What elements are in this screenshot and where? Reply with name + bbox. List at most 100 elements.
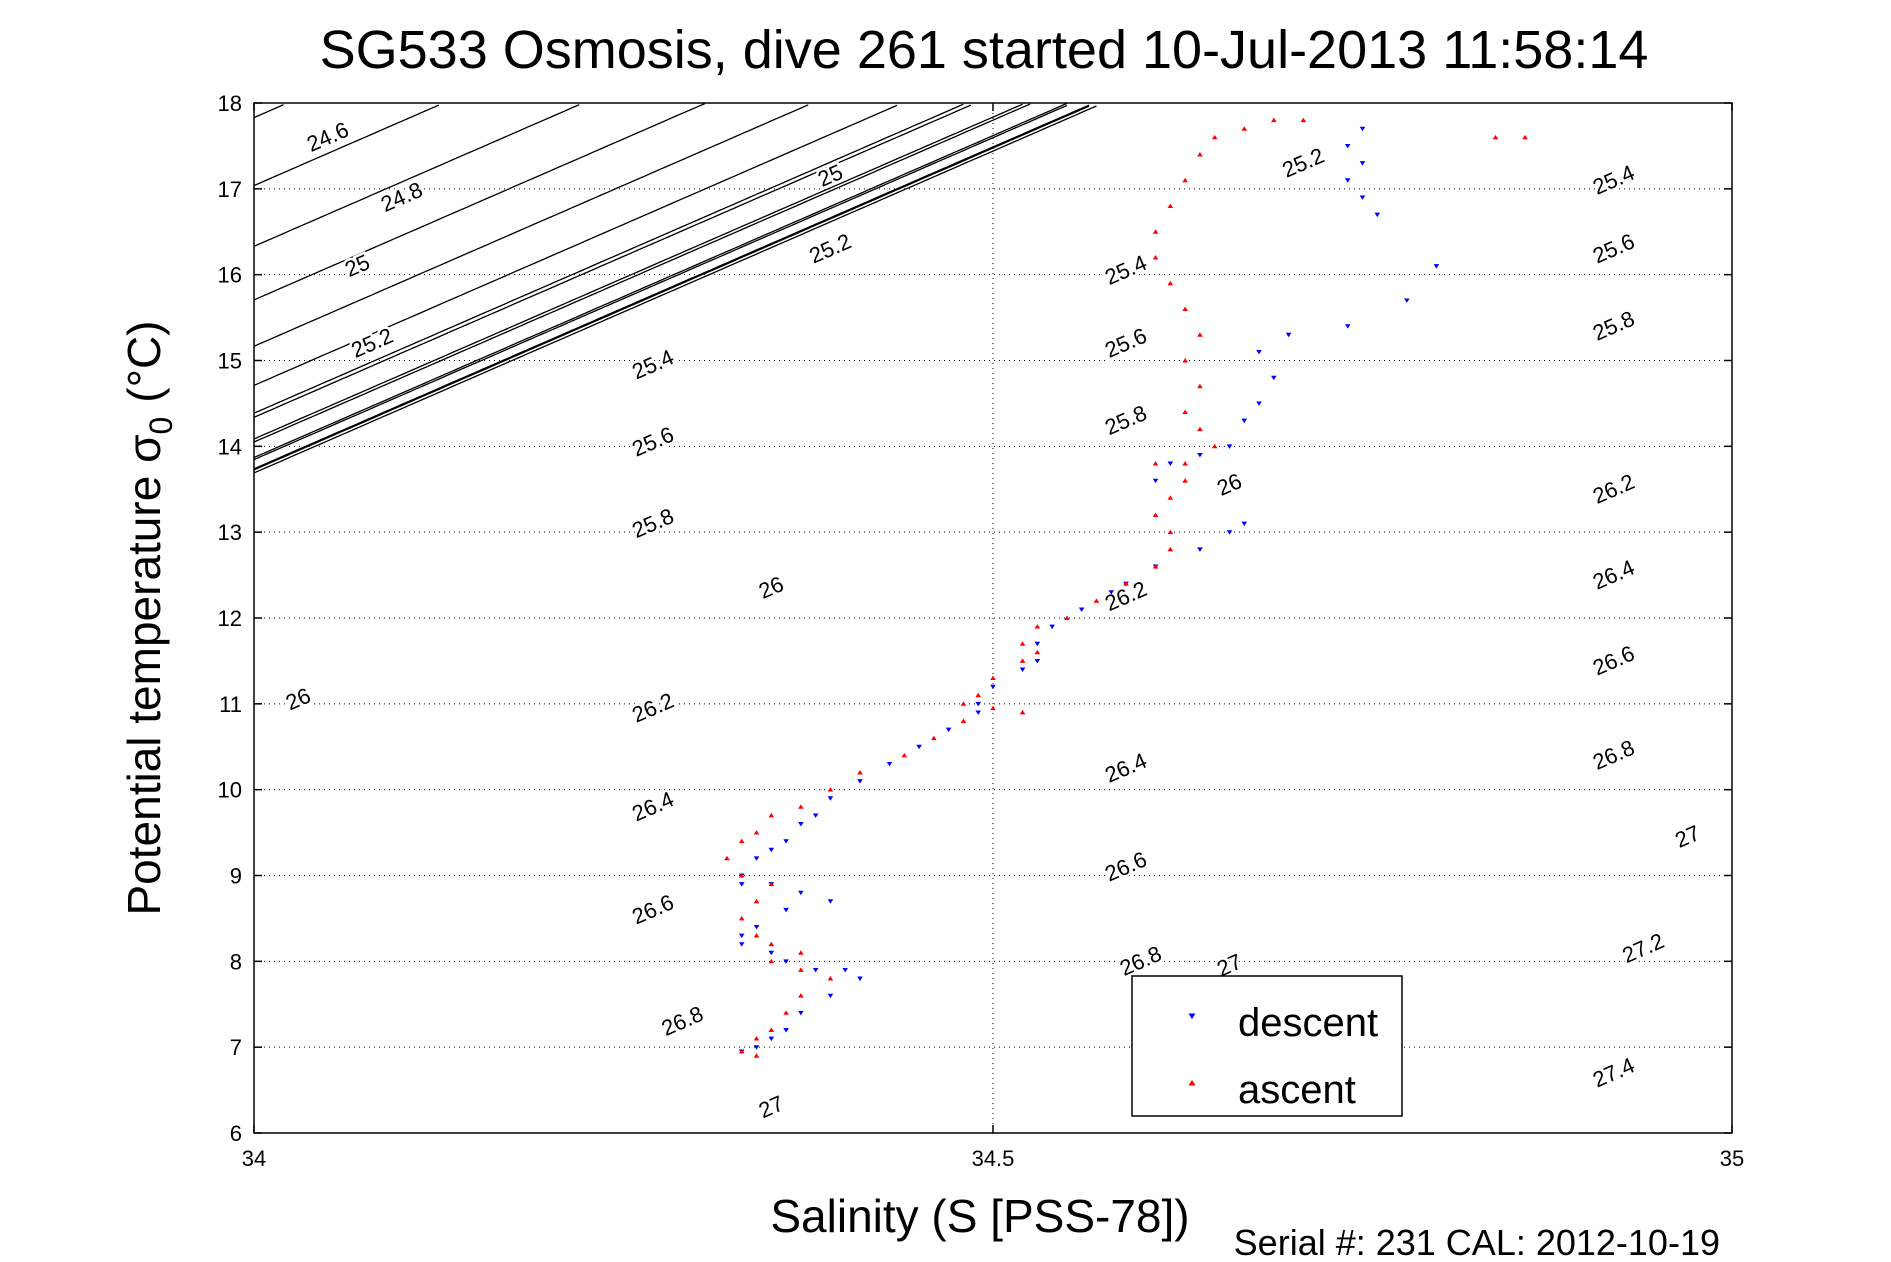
y-tick-label: 15 [218,349,242,374]
ascent-point [1019,641,1026,646]
descent-point [1404,298,1410,303]
ascent-point [798,950,804,955]
ascent-point [827,975,834,981]
descent-point [1167,461,1174,467]
ascent-point [1197,332,1203,337]
ascent-point [724,855,730,861]
ascent-point [1152,254,1159,260]
y-tick-label: 6 [230,1121,242,1146]
ascent-point [960,718,967,723]
y-tick-label: 13 [218,520,242,545]
descent-point [738,882,745,887]
descent-point [916,744,922,750]
ascent-point [1123,581,1129,586]
ascent-point [1182,460,1188,466]
descent-point [857,779,863,784]
legend: descent ascent [1131,975,1403,1117]
ascent-point [1271,117,1277,123]
ascent-point [1167,529,1174,535]
y-tick-label: 18 [218,91,242,116]
x-tick-label: 35 [1720,1146,1744,1171]
density-contour-line [253,103,1031,443]
descent-point [1108,590,1115,595]
descent-point [738,933,745,939]
descent-point [1359,195,1366,200]
descent-point [1344,143,1351,149]
ascent-point [1182,409,1188,414]
descent-point [738,942,745,947]
ascent-point [1093,598,1100,603]
density-contour-line [253,104,898,386]
descent-point [827,899,834,904]
descent-point [827,796,834,801]
legend-label-descent: descent [1238,1001,1378,1045]
legend-marker-descent [1188,1013,1196,1020]
ascent-point [1034,649,1041,655]
descent-point [1359,161,1366,166]
density-contour-line [253,105,1090,471]
descent-point [1226,530,1233,535]
descent-point [975,701,982,707]
ascent-point [768,881,775,887]
ascent-point [738,1048,745,1054]
ascent-point [1197,151,1203,157]
footer-serial-cal: Serial #: 231 CAL: 2012-10-19 [1234,1222,1720,1262]
ascent-point [1182,478,1188,483]
x-axis-label: Salinity (S [PSS-78]) [770,1190,1189,1242]
descent-point [1433,264,1440,269]
data-points [724,117,1528,1058]
ascent-point [768,941,775,947]
y-axis-ticks: 6 7 8 9 10 11 12 13 14 15 16 17 18 [218,91,1732,1146]
ascent-point [1492,134,1499,140]
ascent-point [798,804,804,809]
ascent-point [1167,495,1174,500]
legend-label-ascent: ascent [1238,1068,1356,1112]
y-tick-label: 9 [230,864,242,889]
x-tick-label: 34 [242,1146,266,1171]
descent-point [768,1036,775,1042]
y-axis-label-unit: (°C) [118,320,170,402]
descent-point [1034,641,1041,647]
ascent-point [975,692,982,698]
descent-point [1152,478,1159,484]
ascent-point [1152,563,1159,569]
ascent-point [1182,306,1188,311]
y-tick-label: 16 [218,263,242,288]
descent-point [945,727,952,733]
ascent-point [738,872,745,878]
density-contour-line [253,102,1068,459]
y-tick-label: 11 [219,692,242,717]
y-tick-label: 7 [230,1035,242,1060]
descent-point [1019,667,1026,673]
ascent-point [1064,615,1070,620]
descent-point [975,710,982,715]
descent-point [783,907,789,913]
x-axis-ticks: 34 34.5 35 [242,103,1744,1171]
descent-point [798,890,804,896]
ascent-point [931,735,937,741]
density-contour-line [253,103,706,301]
descent-point [753,1045,760,1050]
ascent-point [768,958,775,964]
descent-point [1049,624,1055,630]
descent-point [1344,324,1351,329]
ascent-point [1167,546,1174,552]
descent-point [1226,444,1233,449]
descent-point [783,1028,789,1033]
density-contour-line [253,103,1023,440]
descent-point [798,1010,804,1016]
density-contour-line [253,104,809,347]
density-contour-line [253,104,440,187]
y-tick-label: 12 [218,606,242,631]
ascent-point [990,705,996,711]
chart-title: SG533 Osmosis, dive 261 started 10-Jul-2… [320,20,1649,80]
descent-point [1241,418,1248,424]
descent-point [886,761,893,767]
ascent-point [753,898,760,904]
ascent-point [738,838,745,844]
descent-point [1344,178,1351,183]
ascent-point [798,967,804,972]
descent-point [857,976,863,982]
descent-point [1271,375,1277,381]
